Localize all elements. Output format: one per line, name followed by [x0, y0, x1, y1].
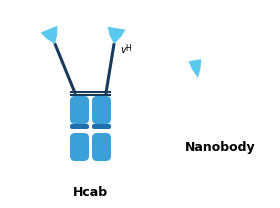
Text: H: H [125, 44, 131, 53]
FancyBboxPatch shape [70, 96, 89, 124]
Polygon shape [108, 27, 125, 44]
FancyBboxPatch shape [70, 124, 89, 129]
FancyBboxPatch shape [70, 133, 89, 161]
Polygon shape [188, 59, 201, 78]
Text: v: v [120, 45, 126, 55]
Text: Nanobody: Nanobody [185, 141, 255, 155]
FancyBboxPatch shape [92, 124, 111, 129]
FancyBboxPatch shape [92, 96, 111, 124]
Text: Hcab: Hcab [73, 187, 108, 199]
FancyBboxPatch shape [92, 133, 111, 161]
Polygon shape [41, 26, 57, 44]
